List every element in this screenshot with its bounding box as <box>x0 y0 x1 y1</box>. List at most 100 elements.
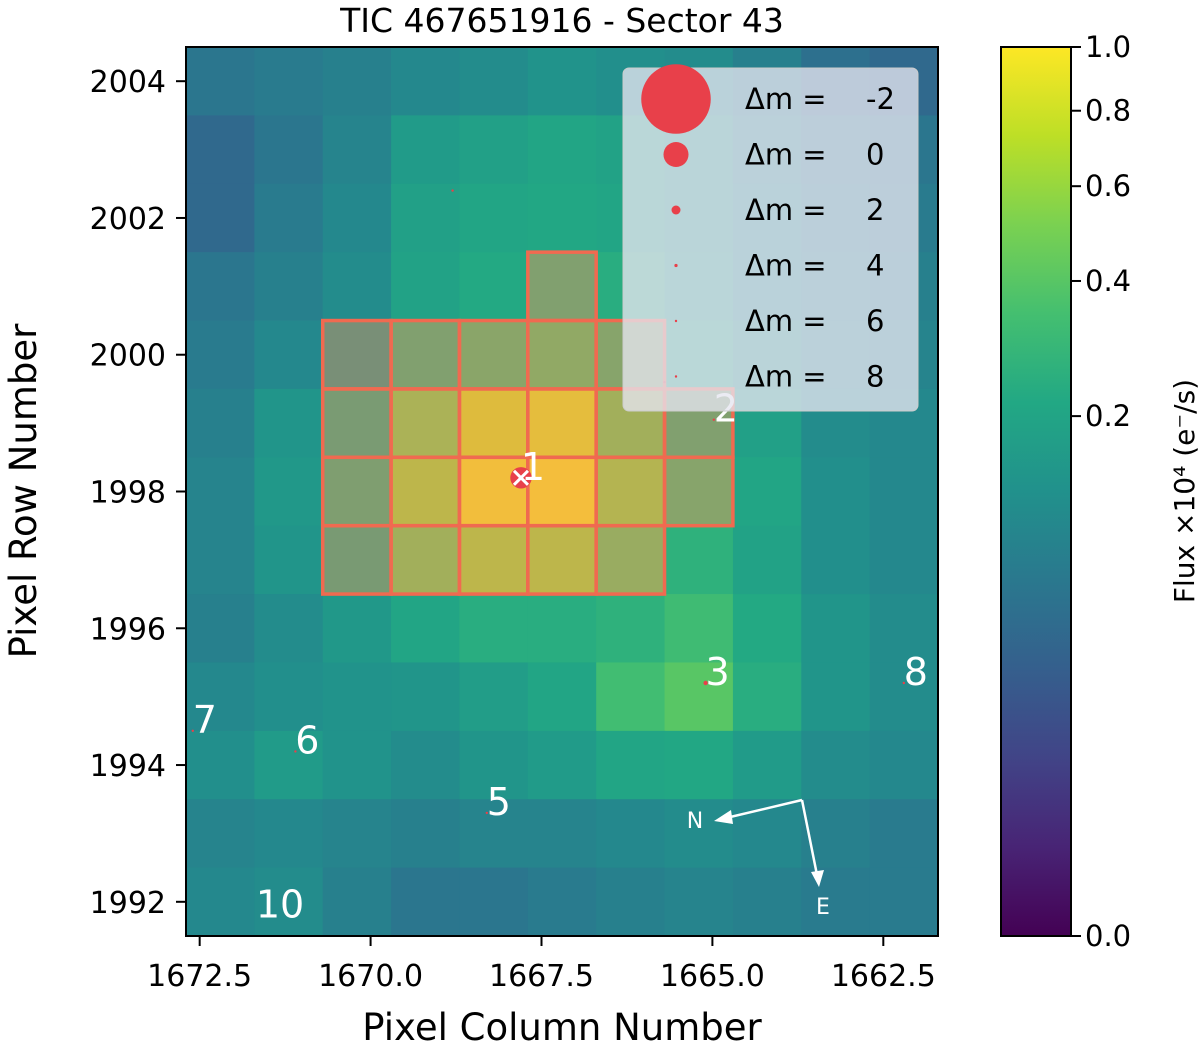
x-tick-label: 1670.0 <box>318 959 423 994</box>
heatmap-cell <box>732 867 802 936</box>
heatmap-cell <box>391 867 461 936</box>
aperture-pixel <box>457 455 530 528</box>
heatmap-cell <box>801 867 871 936</box>
heatmap-cell <box>186 320 255 390</box>
heatmap-cell <box>596 730 666 800</box>
heatmap-cell <box>459 388 529 458</box>
heatmap-cell <box>322 457 392 527</box>
heatmap-cell <box>801 799 871 869</box>
heatmap-cell <box>664 594 734 664</box>
heatmap-cell <box>254 457 324 527</box>
heatmap-cell <box>459 594 529 664</box>
colorbar-tick-label: 0.2 <box>1085 399 1131 433</box>
legend-label: 2 <box>866 193 884 227</box>
legend-marker <box>674 263 678 268</box>
legend-label: 6 <box>866 304 884 338</box>
heatmap-cell <box>391 115 461 185</box>
heatmap-cell <box>254 525 324 595</box>
compass-north-arrow <box>725 798 803 820</box>
compass-north-arrowhead <box>714 810 733 824</box>
heatmap-cell <box>732 594 802 664</box>
heatmap-cell <box>186 252 255 322</box>
aperture-pixel <box>389 318 462 391</box>
heatmap-cell <box>527 799 597 869</box>
aperture-pixel <box>457 523 530 596</box>
legend-label: 8 <box>866 360 884 394</box>
heatmap-cell <box>869 867 938 936</box>
heatmap-cell <box>459 252 529 322</box>
compass-east-arrow <box>800 799 819 876</box>
aperture-pixel <box>594 455 667 528</box>
legend-prefix: Δm = <box>745 249 827 283</box>
heatmap-cell <box>732 662 802 732</box>
aperture-pixel <box>662 455 735 528</box>
compass-rose: N E <box>687 798 830 920</box>
compass-east-label: E <box>816 895 830 920</box>
legend-label: -2 <box>866 82 895 116</box>
heatmap-cell <box>186 183 255 253</box>
star-marker <box>191 729 194 732</box>
x-tick-label: 1667.5 <box>489 959 594 994</box>
heatmap-cell <box>391 594 461 664</box>
heatmap-cell <box>254 115 324 185</box>
star-marker <box>902 681 905 685</box>
heatmap-cell <box>527 47 597 116</box>
heatmap-cell <box>732 525 802 595</box>
legend-entries: Δm = -2 Δm = 0 Δm = 2 Δm = 4 Δm = 6 Δm = 8 <box>641 64 895 394</box>
heatmap-cell <box>596 457 666 527</box>
x-axis-label: Pixel Column Number <box>362 1006 762 1047</box>
heatmap-cell <box>186 730 255 800</box>
y-tick-label: 1994 <box>90 749 166 784</box>
legend-prefix: Δm = <box>745 304 827 338</box>
aperture-pixel <box>320 318 393 391</box>
heatmap-cell <box>801 525 871 595</box>
aperture-pixel <box>594 523 667 596</box>
legend-prefix: Δm = <box>745 138 827 172</box>
heatmap-cell <box>801 457 871 527</box>
star-label: 7 <box>193 698 217 742</box>
heatmap-cell <box>322 730 392 800</box>
heatmap-cell <box>527 457 597 527</box>
heatmap-cell <box>254 252 324 322</box>
heatmap-cell <box>459 867 529 936</box>
heatmap-cell <box>664 730 734 800</box>
heatmap-cell <box>254 730 324 800</box>
heatmap-cell <box>527 115 597 185</box>
heatmap-cell <box>596 594 666 664</box>
heatmap-cell <box>527 388 597 458</box>
heatmap-cell <box>869 799 938 869</box>
heatmap-cell <box>322 388 392 458</box>
aperture-pixel <box>389 455 462 528</box>
heatmap-cell <box>254 388 324 458</box>
star-marker <box>451 189 454 192</box>
heatmap-cell <box>459 799 529 869</box>
heatmap-cell <box>664 525 734 595</box>
heatmap-cell <box>254 183 324 253</box>
heatmap-cell <box>527 525 597 595</box>
heatmap-cell <box>732 457 802 527</box>
heatmap-cell <box>254 867 324 936</box>
star-marker <box>266 914 270 917</box>
heatmap-cell <box>186 594 255 664</box>
aperture-pixel <box>320 455 393 528</box>
legend-marker <box>641 64 711 134</box>
star-marker <box>703 680 708 686</box>
y-axis: 1992 1994 1996 1998 2000 2002 2004 <box>90 65 186 921</box>
heatmap-cell <box>254 47 324 116</box>
heatmap-cell <box>322 115 392 185</box>
legend-marker <box>671 205 681 215</box>
aperture-pixel <box>389 523 462 596</box>
x-tick-label: 1672.5 <box>147 959 252 994</box>
y-tick-label: 2000 <box>90 339 166 374</box>
legend: Δm = -2 Δm = 0 Δm = 2 Δm = 4 Δm = 6 Δm = 8 <box>622 64 919 412</box>
heatmap-cell <box>596 662 666 732</box>
heatmap-cell <box>527 730 597 800</box>
heatmap-cell <box>596 799 666 869</box>
legend-prefix: Δm = <box>745 193 827 227</box>
legend-prefix: Δm = <box>745 82 827 116</box>
heatmap-cell <box>459 115 529 185</box>
y-tick-label: 2002 <box>90 202 166 237</box>
compass-east-arrowhead <box>811 870 824 887</box>
star-label: 10 <box>256 883 304 927</box>
heatmap-cell <box>186 662 255 732</box>
